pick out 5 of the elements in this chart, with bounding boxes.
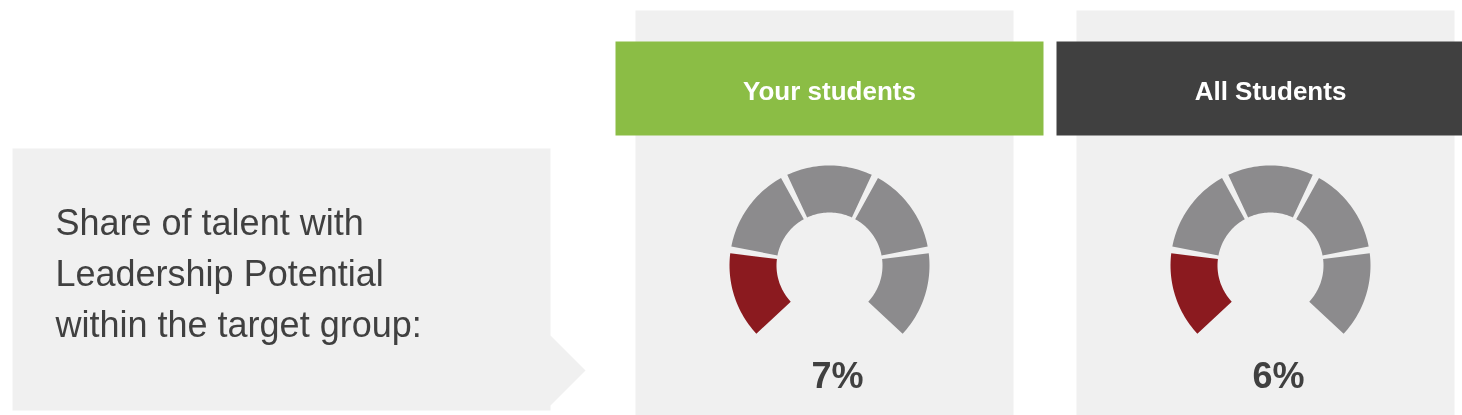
chart-title: Your students bbox=[743, 75, 916, 106]
text: 6% bbox=[1252, 355, 1305, 396]
text: Share of talent with Leadership Potential within the target group: bbox=[54, 202, 422, 345]
chart-title: All Students bbox=[1194, 75, 1347, 106]
text: 7% bbox=[811, 355, 864, 396]
